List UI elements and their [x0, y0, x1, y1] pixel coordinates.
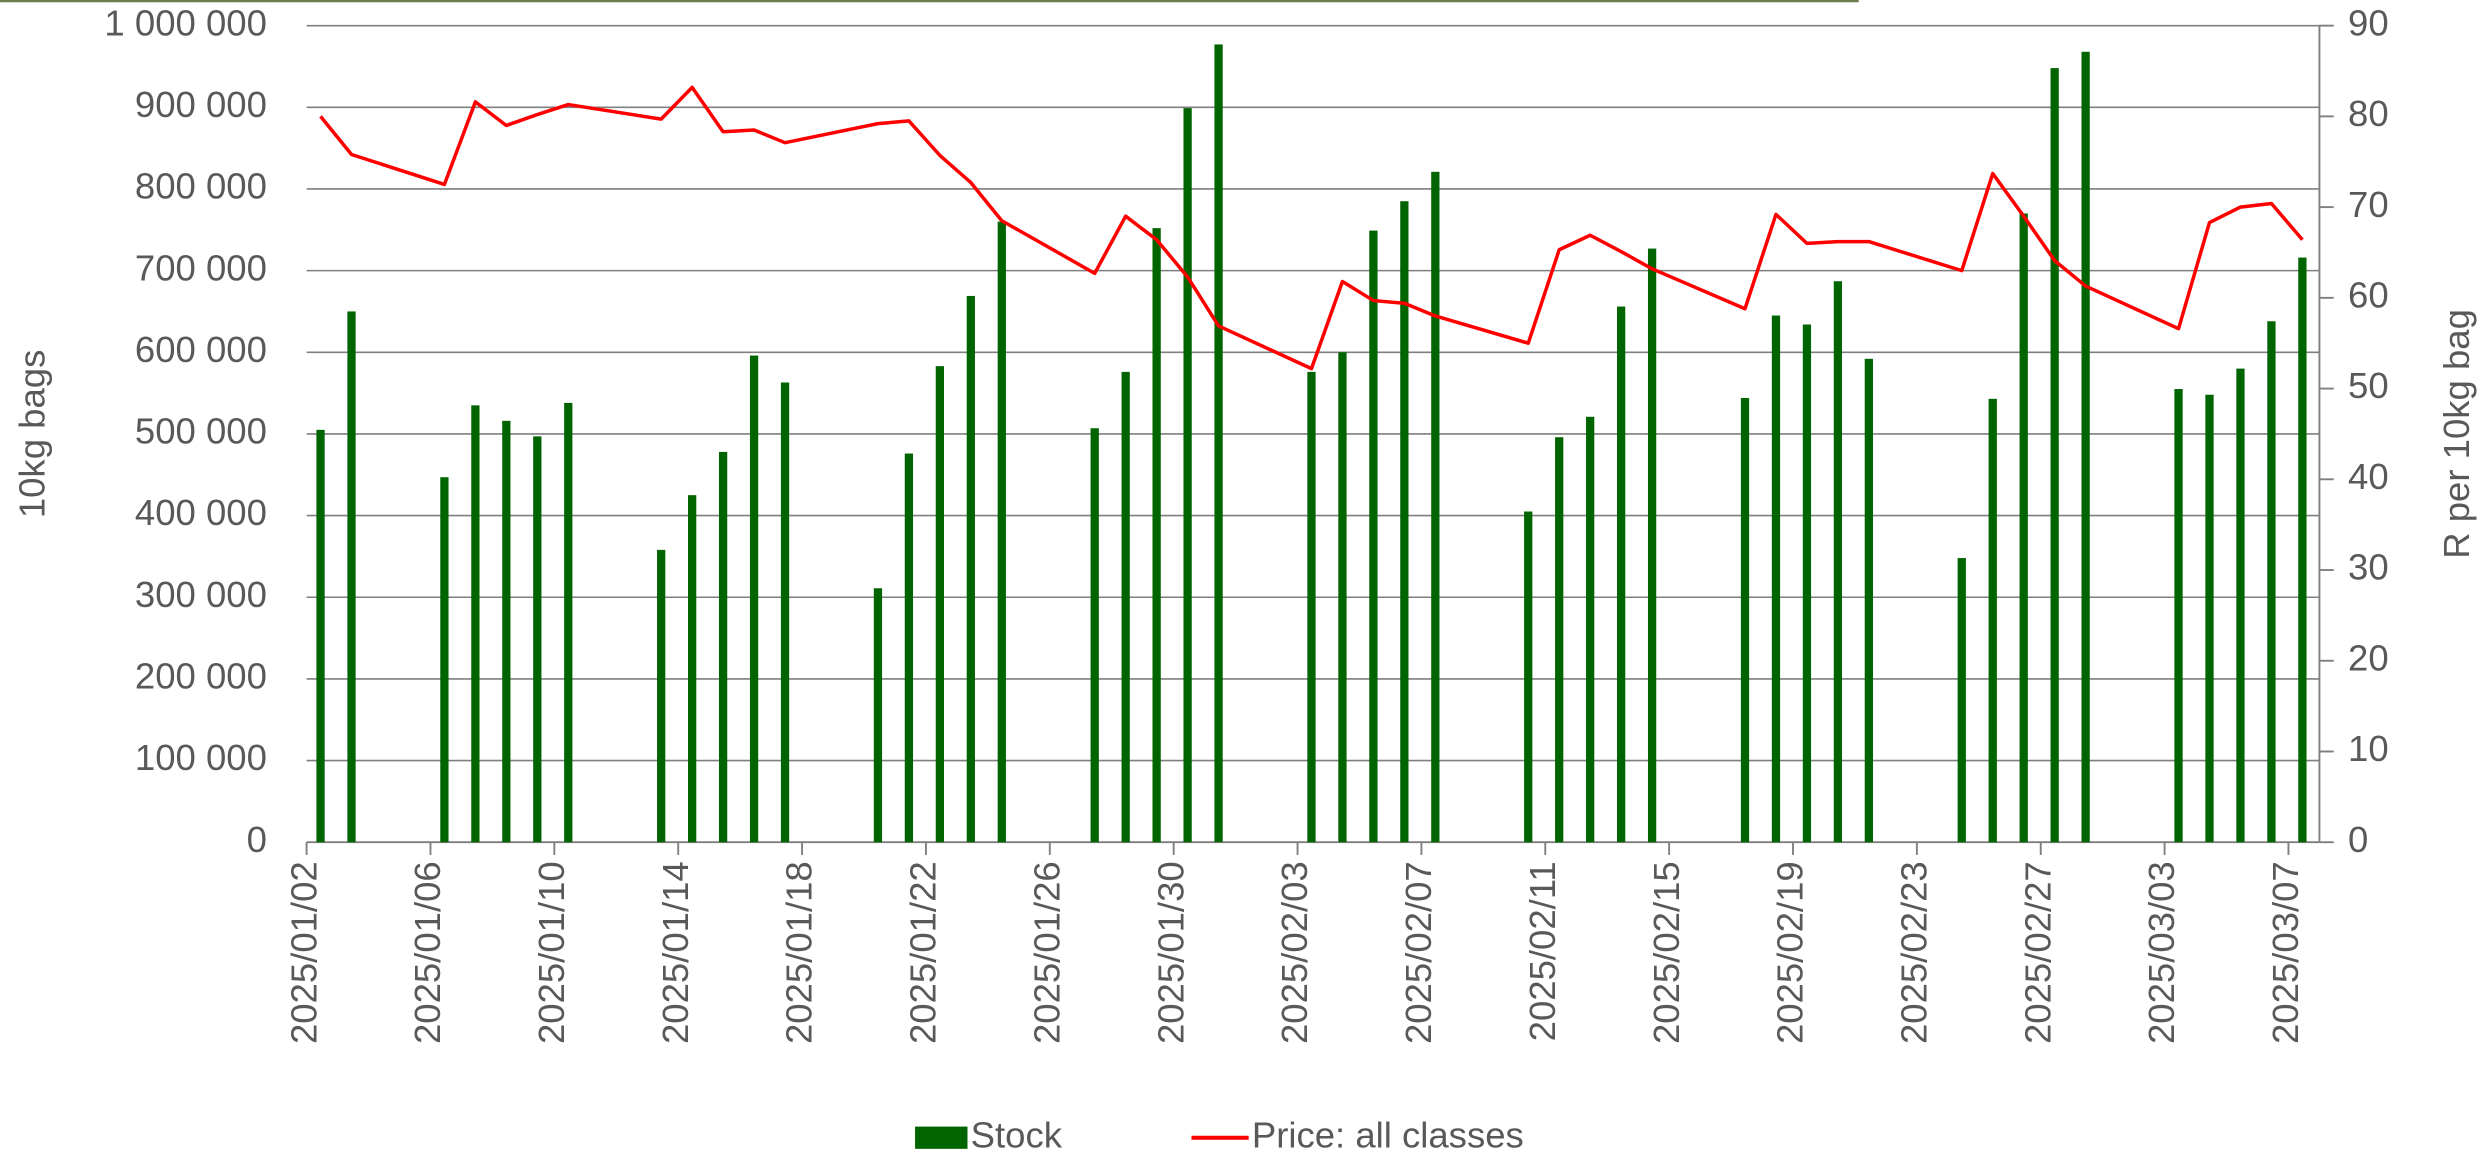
bar — [1183, 108, 1192, 843]
x-tick-label: 2025/01/22 — [903, 861, 944, 1044]
y-tick-label: 300 000 — [135, 574, 267, 615]
bar — [780, 382, 790, 843]
bar — [873, 588, 883, 843]
bar — [1647, 248, 1657, 843]
bar — [564, 402, 573, 843]
bar — [1957, 558, 1966, 843]
x-tick-label: 2025/01/26 — [1026, 861, 1067, 1044]
y2-tick-label: 60 — [2348, 274, 2389, 315]
x-tick-label: 2025/02/23 — [1894, 861, 1935, 1044]
bar — [1555, 437, 1564, 843]
x-tick-label: 2025/02/03 — [1274, 861, 1315, 1044]
y2-tick-label: 50 — [2348, 365, 2389, 406]
legend-label: Stock — [971, 1114, 1063, 1155]
x-tick-label: 2025/01/18 — [779, 861, 820, 1044]
x-tick-label: 2025/02/07 — [1398, 861, 1439, 1044]
bar — [1524, 511, 1533, 843]
y-tick-label: 0 — [247, 819, 267, 860]
bar — [1090, 428, 1099, 843]
bar — [1338, 352, 1347, 843]
bar — [2081, 51, 2090, 843]
bar — [440, 477, 449, 843]
bar — [966, 295, 975, 843]
y2-tick-label: 10 — [2348, 728, 2389, 769]
y-tick-label: 100 000 — [135, 737, 267, 778]
bar — [657, 549, 666, 843]
bar — [2236, 368, 2245, 843]
bar — [2205, 394, 2214, 843]
bar — [688, 495, 697, 843]
bar — [1121, 371, 1130, 843]
bar — [1802, 324, 1812, 843]
bar — [2174, 389, 2183, 843]
x-tick-label: 2025/01/14 — [655, 861, 696, 1044]
y-tick-label: 800 000 — [135, 166, 267, 207]
bar — [1617, 306, 1626, 843]
y2-tick-label: 80 — [2348, 93, 2389, 134]
x-tick-label: 2025/03/07 — [2265, 861, 2306, 1044]
bar — [471, 405, 480, 843]
bar — [347, 311, 356, 843]
bar — [1431, 171, 1440, 843]
x-tick-label: 2025/01/06 — [407, 861, 448, 1044]
x-tick-label: 2025/02/19 — [1770, 861, 1811, 1044]
bar — [904, 453, 914, 843]
bar — [1864, 358, 1873, 843]
bar — [316, 429, 325, 843]
bar — [718, 451, 728, 843]
bar — [1369, 230, 1378, 843]
y2-axis-title: R per 10kg bag — [2436, 309, 2477, 559]
y-tick-label: 600 000 — [135, 329, 267, 370]
bar — [1400, 201, 1409, 843]
y-tick-label: 500 000 — [135, 411, 267, 452]
x-tick-label: 2025/01/10 — [531, 861, 572, 1044]
y2-tick-label: 30 — [2348, 547, 2389, 588]
x-tick-label: 2025/02/11 — [1522, 861, 1563, 1041]
bar — [2298, 257, 2307, 843]
bar — [1307, 371, 1316, 843]
bar — [1988, 398, 1997, 843]
y-tick-label: 200 000 — [135, 656, 267, 697]
bar — [502, 420, 511, 843]
bar — [1833, 281, 1843, 843]
y2-tick-label: 20 — [2348, 637, 2389, 678]
bar — [1152, 228, 1161, 843]
y-tick-label: 700 000 — [135, 247, 267, 288]
y2-tick-label: 40 — [2348, 456, 2389, 497]
bar — [1586, 416, 1595, 843]
bar — [1771, 315, 1781, 843]
y-tick-label: 900 000 — [135, 84, 267, 125]
bar — [749, 355, 759, 843]
bar — [2267, 321, 2276, 843]
x-tick-label: 2025/02/27 — [2017, 861, 2058, 1044]
bar — [1214, 44, 1223, 843]
bar — [997, 221, 1006, 843]
x-tick-label: 2025/01/30 — [1150, 861, 1191, 1044]
y2-tick-label: 70 — [2348, 184, 2389, 225]
legend-label: Price: all classes — [1252, 1114, 1524, 1155]
legend-swatch — [915, 1126, 968, 1149]
bar — [2019, 213, 2028, 843]
y2-tick-label: 90 — [2348, 2, 2389, 43]
x-tick-label: 2025/02/15 — [1646, 861, 1687, 1044]
price-line — [319, 85, 2304, 371]
bar — [1740, 398, 1750, 843]
bar — [935, 366, 945, 843]
y-axis-title: 10kg bags — [12, 350, 53, 519]
x-tick-label: 2025/03/03 — [2141, 861, 2182, 1044]
y-tick-label: 1 000 000 — [104, 2, 266, 43]
y2-tick-label: 0 — [2348, 819, 2368, 860]
bar — [2050, 68, 2059, 843]
bar — [533, 436, 542, 843]
y-tick-label: 400 000 — [135, 492, 267, 533]
x-tick-label: 2025/01/02 — [283, 861, 324, 1044]
